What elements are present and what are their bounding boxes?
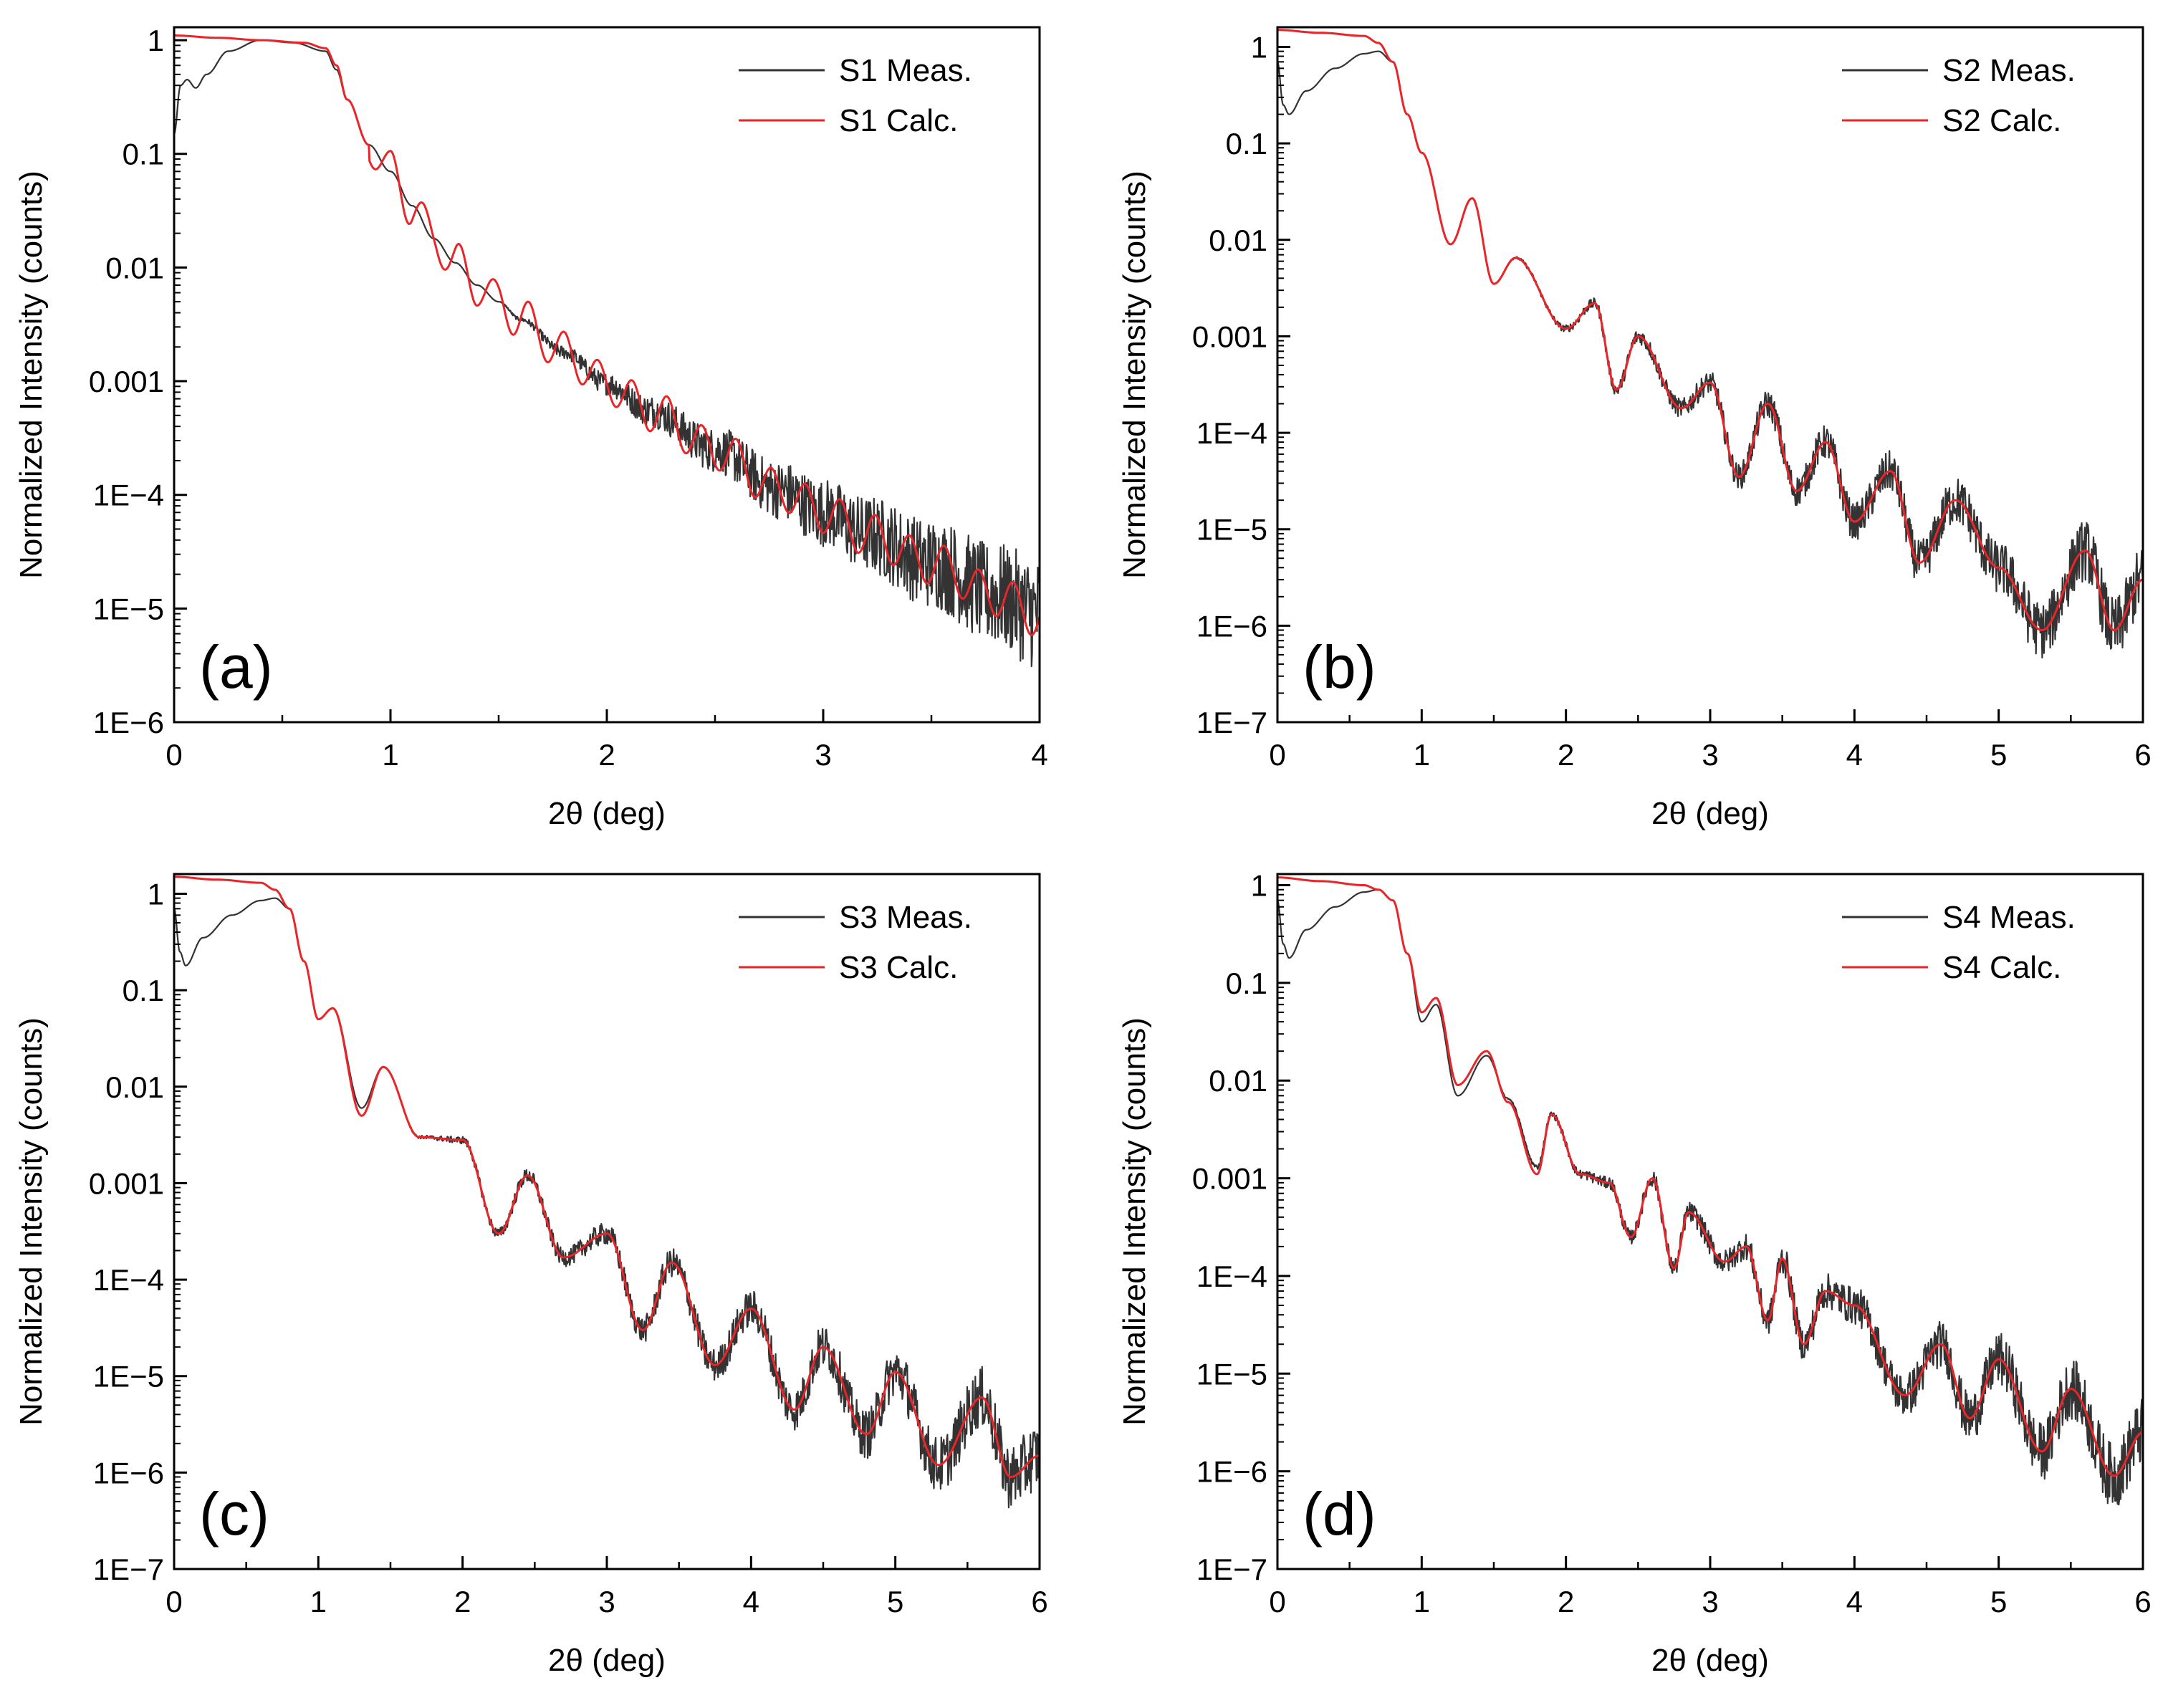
y-axis-title: Normalized Intensity (counts) <box>14 1017 49 1426</box>
x-tick-label: 3 <box>1702 738 1718 772</box>
x-tick-label: 6 <box>2134 738 2151 772</box>
legend: S1 Meas. S1 Calc. <box>739 53 972 138</box>
legend: S3 Meas. S3 Calc. <box>739 900 972 985</box>
series-line-s2-calc <box>1277 29 2143 631</box>
y-tick-label: 0.01 <box>105 251 164 284</box>
y-tick-label: 1E−6 <box>93 706 164 739</box>
y-tick-label: 1E−5 <box>93 592 164 625</box>
x-tick-label: 1 <box>1414 1585 1430 1618</box>
series-line-s3-calc <box>174 875 1040 1478</box>
y-tick-label: 0.1 <box>1226 127 1267 160</box>
x-tick-label: 4 <box>1031 738 1047 772</box>
legend: S4 Meas. S4 Calc. <box>1842 900 2076 985</box>
x-tick-label: 2 <box>454 1585 471 1618</box>
legend-label: S4 Meas. <box>1942 900 2076 935</box>
y-tick-label: 1E−5 <box>93 1360 164 1393</box>
x-tick-label: 0 <box>1269 738 1285 772</box>
legend-label: S2 Calc. <box>1942 103 2061 138</box>
x-tick-label: 1 <box>1414 738 1430 772</box>
panel-a: 0 1 2 3 4 1 0.1 0.01 0.001 1E−4 1E−5 1E−6 2θ (deg) No… <box>14 24 1048 831</box>
y-tick-label: 0.01 <box>105 1070 164 1104</box>
y-tick-label: 1E−5 <box>1196 1357 1267 1391</box>
legend-label: S4 Calc. <box>1942 950 2061 985</box>
panel-b: 0 1 2 3 4 5 6 1 0.1 0.01 0.001 1E−4 1E−5 1E−6 1E−7 2θ (… <box>1117 26 2152 831</box>
legend-label: S1 Calc. <box>839 103 958 138</box>
y-tick-label: 0.01 <box>1209 1064 1267 1098</box>
y-tick-label: 0.1 <box>123 974 164 1007</box>
x-tick-label: 4 <box>743 1585 759 1618</box>
legend-label: S2 Meas. <box>1942 53 2076 88</box>
y-tick-label: 1E−6 <box>93 1456 164 1489</box>
panel-label: (c) <box>199 1480 269 1548</box>
y-tick-label: 1E−7 <box>93 1553 164 1586</box>
x-tick-label: 5 <box>1990 1585 2007 1618</box>
series-line-s1-meas <box>174 39 1040 668</box>
panel-d: 0 1 2 3 4 5 6 1 0.1 0.01 0.001 1E−4 1E−5 1E−6 1E−7 2θ (… <box>1117 869 2152 1678</box>
x-tick-label: 6 <box>1031 1585 1047 1618</box>
y-tick-label: 1E−5 <box>1196 513 1267 547</box>
legend-label: S3 Meas. <box>839 900 972 935</box>
y-tick-label: 1E−4 <box>1196 1260 1267 1293</box>
x-tick-label: 3 <box>1702 1585 1718 1618</box>
series-line-s1-calc <box>174 34 1040 636</box>
x-tick-label: 0 <box>1269 1585 1285 1618</box>
x-tick-label: 4 <box>1846 738 1863 772</box>
legend-label: S3 Calc. <box>839 950 958 985</box>
y-tick-label: 1 <box>148 877 164 911</box>
y-axis-title: Normalized Intensity (counts) <box>1117 1017 1152 1426</box>
x-tick-label: 2 <box>598 738 615 772</box>
series-line-s4-meas <box>1277 888 2143 1506</box>
x-tick-label: 5 <box>1990 738 2007 772</box>
x-tick-label: 3 <box>815 738 831 772</box>
y-tick-label: 1E−4 <box>93 1263 164 1297</box>
y-tick-label: 1E−6 <box>1196 609 1267 643</box>
y-axis-title: Normalized Intensity (counts) <box>14 171 49 579</box>
series-line-s4-calc <box>1277 876 2143 1477</box>
series-line-s3-meas <box>174 897 1040 1509</box>
y-tick-label: 1 <box>1251 869 1267 903</box>
y-tick-label: 1E−4 <box>93 479 164 512</box>
y-tick-label: 0.1 <box>1226 966 1267 1000</box>
panel-c: 0 1 2 3 4 5 6 1 0.1 0.01 0.001 1E−4 1E−5 1E−6 1E−7 2θ (… <box>14 873 1048 1678</box>
legend: S2 Meas. S2 Calc. <box>1842 53 2076 138</box>
legend-label: S1 Meas. <box>839 53 972 88</box>
x-tick-label: 1 <box>382 738 398 772</box>
y-tick-label: 1E−4 <box>1196 416 1267 450</box>
x-axis-title: 2θ (deg) <box>1651 1643 1769 1678</box>
x-axis-title: 2θ (deg) <box>548 1643 666 1678</box>
y-tick-label: 1 <box>1251 30 1267 64</box>
y-tick-label: 0.001 <box>1192 1162 1267 1196</box>
y-tick-label: 1E−7 <box>1196 1553 1267 1586</box>
x-tick-label: 0 <box>166 738 182 772</box>
series-line-s2-meas <box>1277 50 2143 659</box>
y-tick-label: 0.001 <box>1192 320 1267 353</box>
x-tick-label: 5 <box>887 1585 903 1618</box>
x-tick-label: 4 <box>1846 1585 1863 1618</box>
x-tick-label: 6 <box>2134 1585 2151 1618</box>
x-tick-label: 1 <box>310 1585 327 1618</box>
x-tick-label: 0 <box>166 1585 182 1618</box>
x-axis-title: 2θ (deg) <box>1651 796 1769 831</box>
panel-label: (b) <box>1303 633 1376 701</box>
y-tick-label: 1E−7 <box>1196 706 1267 739</box>
y-tick-label: 0.01 <box>1209 224 1267 257</box>
y-tick-label: 1E−6 <box>1196 1455 1267 1489</box>
x-tick-label: 3 <box>598 1585 615 1618</box>
panel-label: (d) <box>1303 1480 1376 1548</box>
y-tick-label: 0.001 <box>89 365 164 398</box>
y-tick-label: 0.1 <box>123 138 164 171</box>
y-tick-label: 0.001 <box>89 1166 164 1200</box>
panel-label: (a) <box>199 633 273 701</box>
y-tick-label: 1 <box>148 24 164 57</box>
x-axis-title: 2θ (deg) <box>548 796 666 831</box>
x-tick-label: 2 <box>1558 1585 1574 1618</box>
y-axis-title: Normalized Intensity (counts) <box>1117 171 1152 579</box>
x-tick-label: 2 <box>1558 738 1574 772</box>
